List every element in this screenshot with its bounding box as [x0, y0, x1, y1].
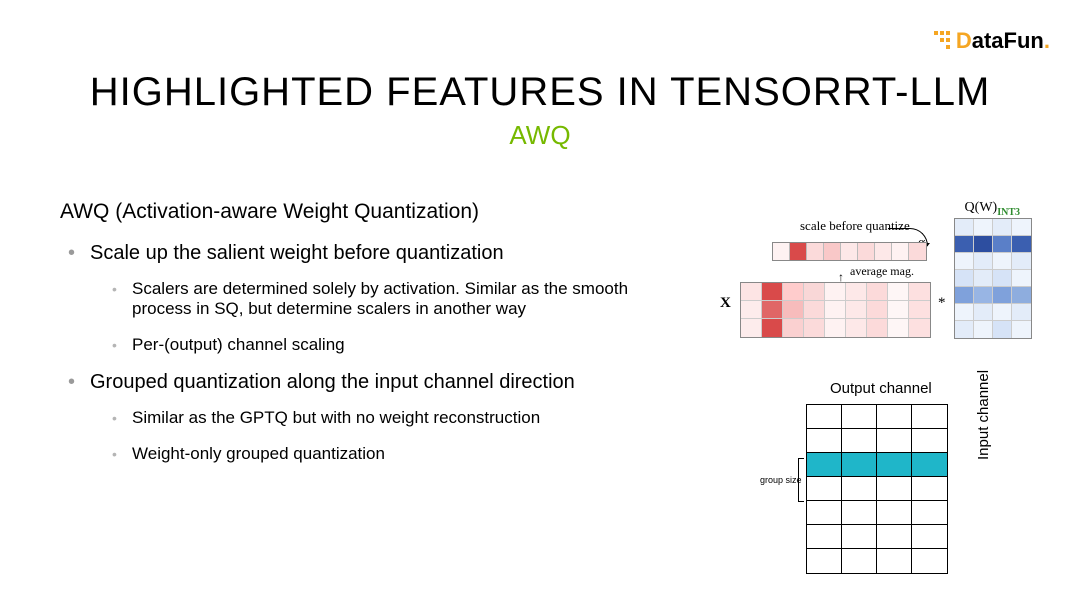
diagram-scale-quantize: Q(W)INT3 scale before quantize α average… [720, 200, 1050, 350]
w-matrix-grid [954, 218, 1032, 339]
qw-label: Q(W)INT3 [965, 200, 1020, 218]
group-bracket-icon [798, 458, 804, 502]
slide-title: HIGHLIGHTED FEATURES IN TENSORRT-LLM [0, 70, 1080, 115]
output-channel-label: Output channel [830, 380, 932, 397]
slide-subtitle: AWQ [0, 120, 1080, 151]
content-block: AWQ (Activation-aware Weight Quantizatio… [60, 200, 690, 480]
bullet-1: Scale up the salient weight before quant… [60, 242, 690, 355]
bullet-1-sub-1: Scalers are determined solely by activat… [90, 279, 690, 319]
datafun-logo: DataFun. [934, 28, 1050, 55]
input-channel-label: Input channel [975, 350, 992, 460]
logo-d: D [956, 28, 972, 53]
multiply-symbol: * [938, 295, 946, 312]
average-mag-label: average mag. [850, 264, 914, 279]
bullet-2: Grouped quantization along the input cha… [60, 371, 690, 464]
bullet-2-sub-1: Similar as the GPTQ but with no weight r… [90, 408, 690, 428]
logo-dot: . [1044, 28, 1050, 53]
content-heading: AWQ (Activation-aware Weight Quantizatio… [60, 200, 690, 224]
bullet-2-text: Grouped quantization along the input cha… [90, 371, 575, 393]
bullet-1-text: Scale up the salient weight before quant… [90, 242, 504, 264]
group-size-label: group size [760, 475, 802, 485]
x-matrix-label: X [720, 295, 731, 312]
bullet-2-sub-2: Weight-only grouped quantization [90, 444, 690, 464]
scale-row [772, 242, 927, 261]
diagram-grouped-quant: Output channel Input channel group size [760, 380, 1030, 590]
logo-dots-icon [934, 29, 954, 55]
channel-grid [806, 404, 948, 574]
bullet-1-sub-2: Per-(output) channel scaling [90, 335, 690, 355]
x-matrix-grid [740, 282, 931, 338]
logo-rest: ataFun [972, 28, 1044, 53]
